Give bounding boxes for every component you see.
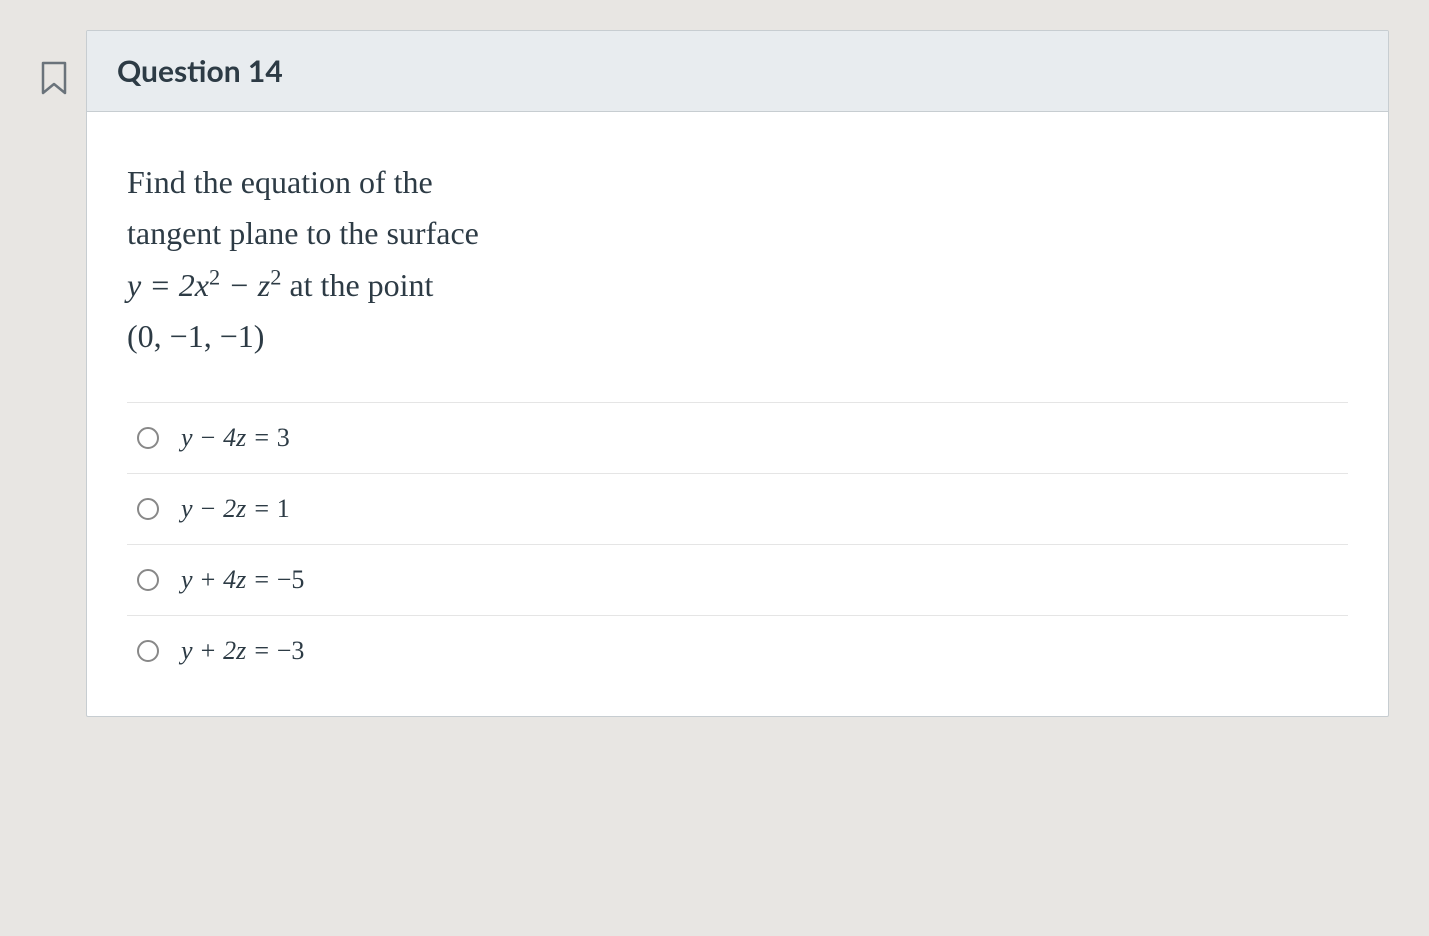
question-body: Find the equation of the tangent plane t… xyxy=(87,112,1388,716)
option-label: y + 2z = −3 xyxy=(181,636,304,666)
option-a[interactable]: y − 4z = 3 xyxy=(127,403,1348,474)
prompt-line-1: Find the equation of the xyxy=(127,164,433,200)
equation: y = 2x2 − z2 at the point xyxy=(127,267,433,303)
radio-icon[interactable] xyxy=(137,569,159,591)
question-card: Question 14 Find the equation of the tan… xyxy=(86,30,1389,717)
radio-icon[interactable] xyxy=(137,498,159,520)
question-header: Question 14 xyxy=(87,31,1388,112)
option-label: y + 4z = −5 xyxy=(181,565,304,595)
bookmark-icon[interactable] xyxy=(40,60,68,96)
radio-icon[interactable] xyxy=(137,640,159,662)
option-label: y − 2z = 1 xyxy=(181,494,290,524)
option-label: y − 4z = 3 xyxy=(181,423,290,453)
option-d[interactable]: y + 2z = −3 xyxy=(127,616,1348,686)
eq-mid: − z xyxy=(220,267,270,303)
options-list: y − 4z = 3 y − 2z = 1 y + 4z = −5 xyxy=(127,402,1348,686)
question-prompt: Find the equation of the tangent plane t… xyxy=(127,157,1348,362)
question-wrapper: Question 14 Find the equation of the tan… xyxy=(40,30,1389,717)
option-c[interactable]: y + 4z = −5 xyxy=(127,545,1348,616)
point: (0, −1, −1) xyxy=(127,318,264,354)
question-number: Question 14 xyxy=(117,53,1358,89)
option-b[interactable]: y − 2z = 1 xyxy=(127,474,1348,545)
eq-prefix: y = 2x xyxy=(127,267,209,303)
radio-icon[interactable] xyxy=(137,427,159,449)
prompt-line-2: tangent plane to the surface xyxy=(127,215,479,251)
eq-suffix: at the point xyxy=(281,267,433,303)
